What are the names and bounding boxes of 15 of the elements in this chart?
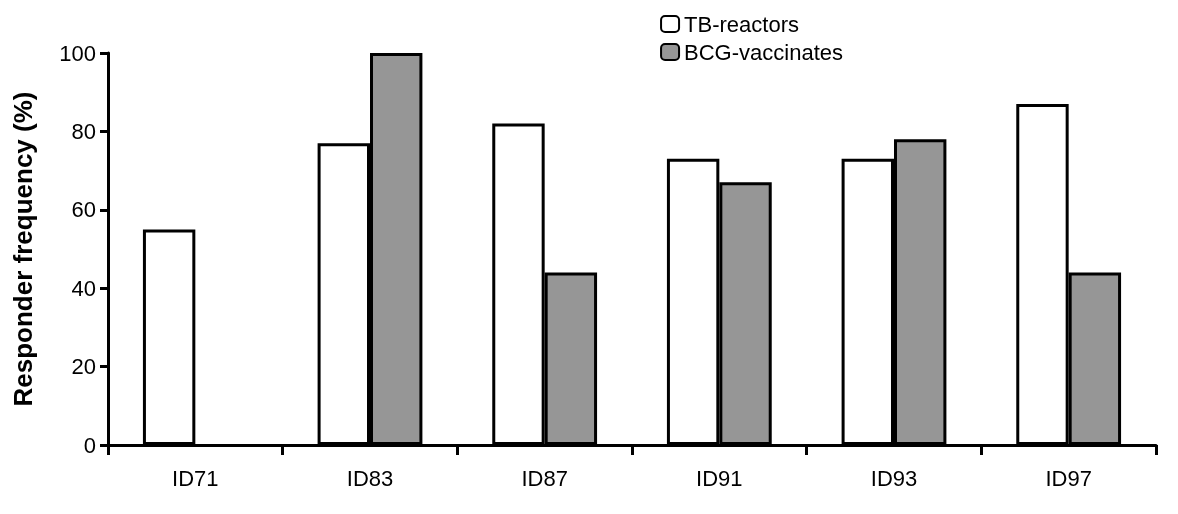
x-tick-label: ID71	[172, 465, 219, 491]
x-tick-label: ID87	[521, 465, 568, 491]
x-tick-label: ID93	[870, 465, 918, 491]
y-axis-title: Responder frequency (%)	[8, 91, 38, 407]
y-tick-label: 20	[71, 354, 96, 380]
y-tick-label: 0	[83, 432, 96, 458]
y-tick-label: 60	[71, 197, 96, 223]
x-tick-label: ID91	[696, 465, 743, 491]
legend-label: TB-reactors	[684, 11, 799, 37]
y-tick-label: 100	[59, 40, 96, 66]
y-tick-label: 40	[71, 275, 96, 301]
y-tick-label: 80	[71, 118, 96, 144]
x-tick-label: ID97	[1045, 465, 1092, 491]
legend-label: BCG-vaccinates	[684, 39, 844, 65]
x-tick-label: ID83	[346, 465, 394, 491]
